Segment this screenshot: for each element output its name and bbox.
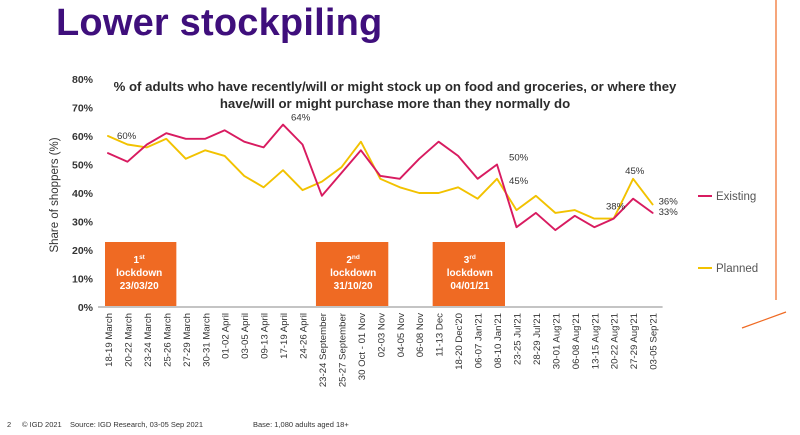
x-tick-label: 23-25 Jul'21 xyxy=(512,313,523,365)
data-label: 45% xyxy=(509,176,529,187)
x-tick-label: 17-19 April xyxy=(279,313,290,359)
y-tick-label: 60% xyxy=(72,131,94,143)
x-tick-label: 11-13 Dec xyxy=(435,313,446,357)
lockdown-box-2: 2nd lockdown 31/10/20 xyxy=(315,242,389,306)
source-text: Source: IGD Research, 03-05 Sep 2021 xyxy=(70,420,203,429)
x-tick-label: 03-05 Sep'21 xyxy=(649,313,660,370)
data-label: 38% xyxy=(606,202,626,213)
lockdown-date: 23/03/20 xyxy=(120,281,159,292)
lockdown-label: lockdown xyxy=(447,268,493,279)
lockdown-annotations: 1st lockdown 23/03/20 2nd lockdown 31/10/20 3r… xyxy=(105,242,505,306)
lockdown-date: 31/10/20 xyxy=(334,281,373,292)
legend-label: Planned xyxy=(716,263,758,275)
data-label: 60% xyxy=(117,131,137,142)
data-label: 33% xyxy=(659,207,679,218)
lockdown-ordinal: 1st xyxy=(134,254,146,266)
lockdown-ordinal: 3rd xyxy=(464,254,476,266)
data-label: 36% xyxy=(659,196,679,207)
y-tick-label: 30% xyxy=(72,217,94,229)
x-tick-label: 30-01 Aug'21 xyxy=(551,313,562,369)
x-tick-label: 03-05 April xyxy=(240,313,251,359)
x-tick-label: 04-05 Nov xyxy=(396,313,407,357)
lockdown-label: lockdown xyxy=(330,268,376,279)
x-tick-label: 06-07 Jan'21 xyxy=(474,313,485,368)
data-label: 64% xyxy=(291,113,311,124)
series-line-existing xyxy=(107,123,654,232)
x-tick-labels: 18-19 March 20-22 March 23-24 March 25-26 M… xyxy=(104,312,660,387)
y-axis: 0% 10% 20% 30% 40% 50% 60% 70% 80% xyxy=(72,74,94,314)
x-tick-label: 01-02 April xyxy=(221,313,232,359)
legend: Existing Planned xyxy=(698,191,758,275)
page-number: 2 xyxy=(7,420,12,429)
series-lines xyxy=(107,123,654,232)
x-tick-label: 06-08 Nov xyxy=(415,313,426,357)
lockdown-box-bg xyxy=(315,242,389,306)
lockdown-box-bg xyxy=(105,242,177,306)
x-tick-label: 18-19 March xyxy=(104,313,115,367)
data-labels: 60% 64% 50% 45% 45% 38% 36%33% xyxy=(117,113,678,218)
y-tick-label: 0% xyxy=(78,302,94,314)
y-tick-label: 50% xyxy=(72,160,94,172)
y-tick-label: 10% xyxy=(72,274,94,286)
copyright-text: © IGD 2021 xyxy=(22,420,62,429)
x-tick-label: 20-22 Aug'21 xyxy=(610,313,621,369)
x-tick-label: 23-24 March xyxy=(143,313,154,367)
x-tick-label: 02-03 Nov xyxy=(376,313,387,357)
lockdown-box-3: 3rd lockdown 04/01/21 xyxy=(432,242,505,306)
decorative-accent-lines xyxy=(741,0,787,329)
lockdown-date: 04/01/21 xyxy=(450,281,489,292)
series-line-planned xyxy=(107,135,654,220)
y-axis-label-group: Share of shoppers (%) xyxy=(49,137,61,252)
x-tick-label: 28-29 Jul'21 xyxy=(532,313,543,365)
lockdown-ordinal: 2nd xyxy=(346,254,360,266)
y-tick-label: 80% xyxy=(72,74,94,86)
base-text: Base: 1,080 adults aged 18+ xyxy=(253,420,349,429)
lockdown-box-1: 1st lockdown 23/03/20 xyxy=(105,242,177,306)
chart-title: % of adults who have recently/will or mi… xyxy=(114,79,677,111)
x-tick-label: 25-26 March xyxy=(162,313,173,367)
y-axis-label: Share of shoppers (%) xyxy=(49,137,61,252)
slide-title: Lower stockpiling xyxy=(56,2,383,44)
y-tick-label: 40% xyxy=(72,188,94,200)
x-tick-label: 24-26 April xyxy=(299,313,310,359)
x-tick-label: 27-29 Aug'21 xyxy=(629,313,640,369)
chart-title-line: % of adults who have recently/will or mi… xyxy=(114,79,677,94)
accent-line-diagonal xyxy=(741,311,787,329)
x-tick-label: 09-13 April xyxy=(260,313,271,359)
x-tick-label: 20-22 March xyxy=(123,313,134,367)
legend-label: Existing xyxy=(716,191,756,203)
x-tick-label: 30 Oct - 01 Nov xyxy=(357,313,368,380)
x-tick-label: 23-24 September xyxy=(318,312,329,387)
x-tick-label: 08-10 Jan'21 xyxy=(493,313,504,368)
y-tick-label: 70% xyxy=(72,103,94,115)
data-label: 50% xyxy=(509,153,529,164)
x-tick-label: 27-29 March xyxy=(182,313,193,367)
lockdown-box-bg xyxy=(432,242,505,306)
x-tick-label: 25-27 September xyxy=(337,312,348,387)
chart-title-line: have/will or might purchase more than th… xyxy=(220,96,570,111)
data-label: 45% xyxy=(625,166,645,177)
x-tick-label: 06-08 Aug'21 xyxy=(571,313,582,369)
x-tick-label: 13-15 Aug'21 xyxy=(590,313,601,369)
x-tick-label: 18-20 Dec'20 xyxy=(454,313,465,370)
lockdown-label: lockdown xyxy=(116,268,162,279)
x-tick-label: 30-31 March xyxy=(201,313,212,367)
y-tick-label: 20% xyxy=(72,245,94,257)
